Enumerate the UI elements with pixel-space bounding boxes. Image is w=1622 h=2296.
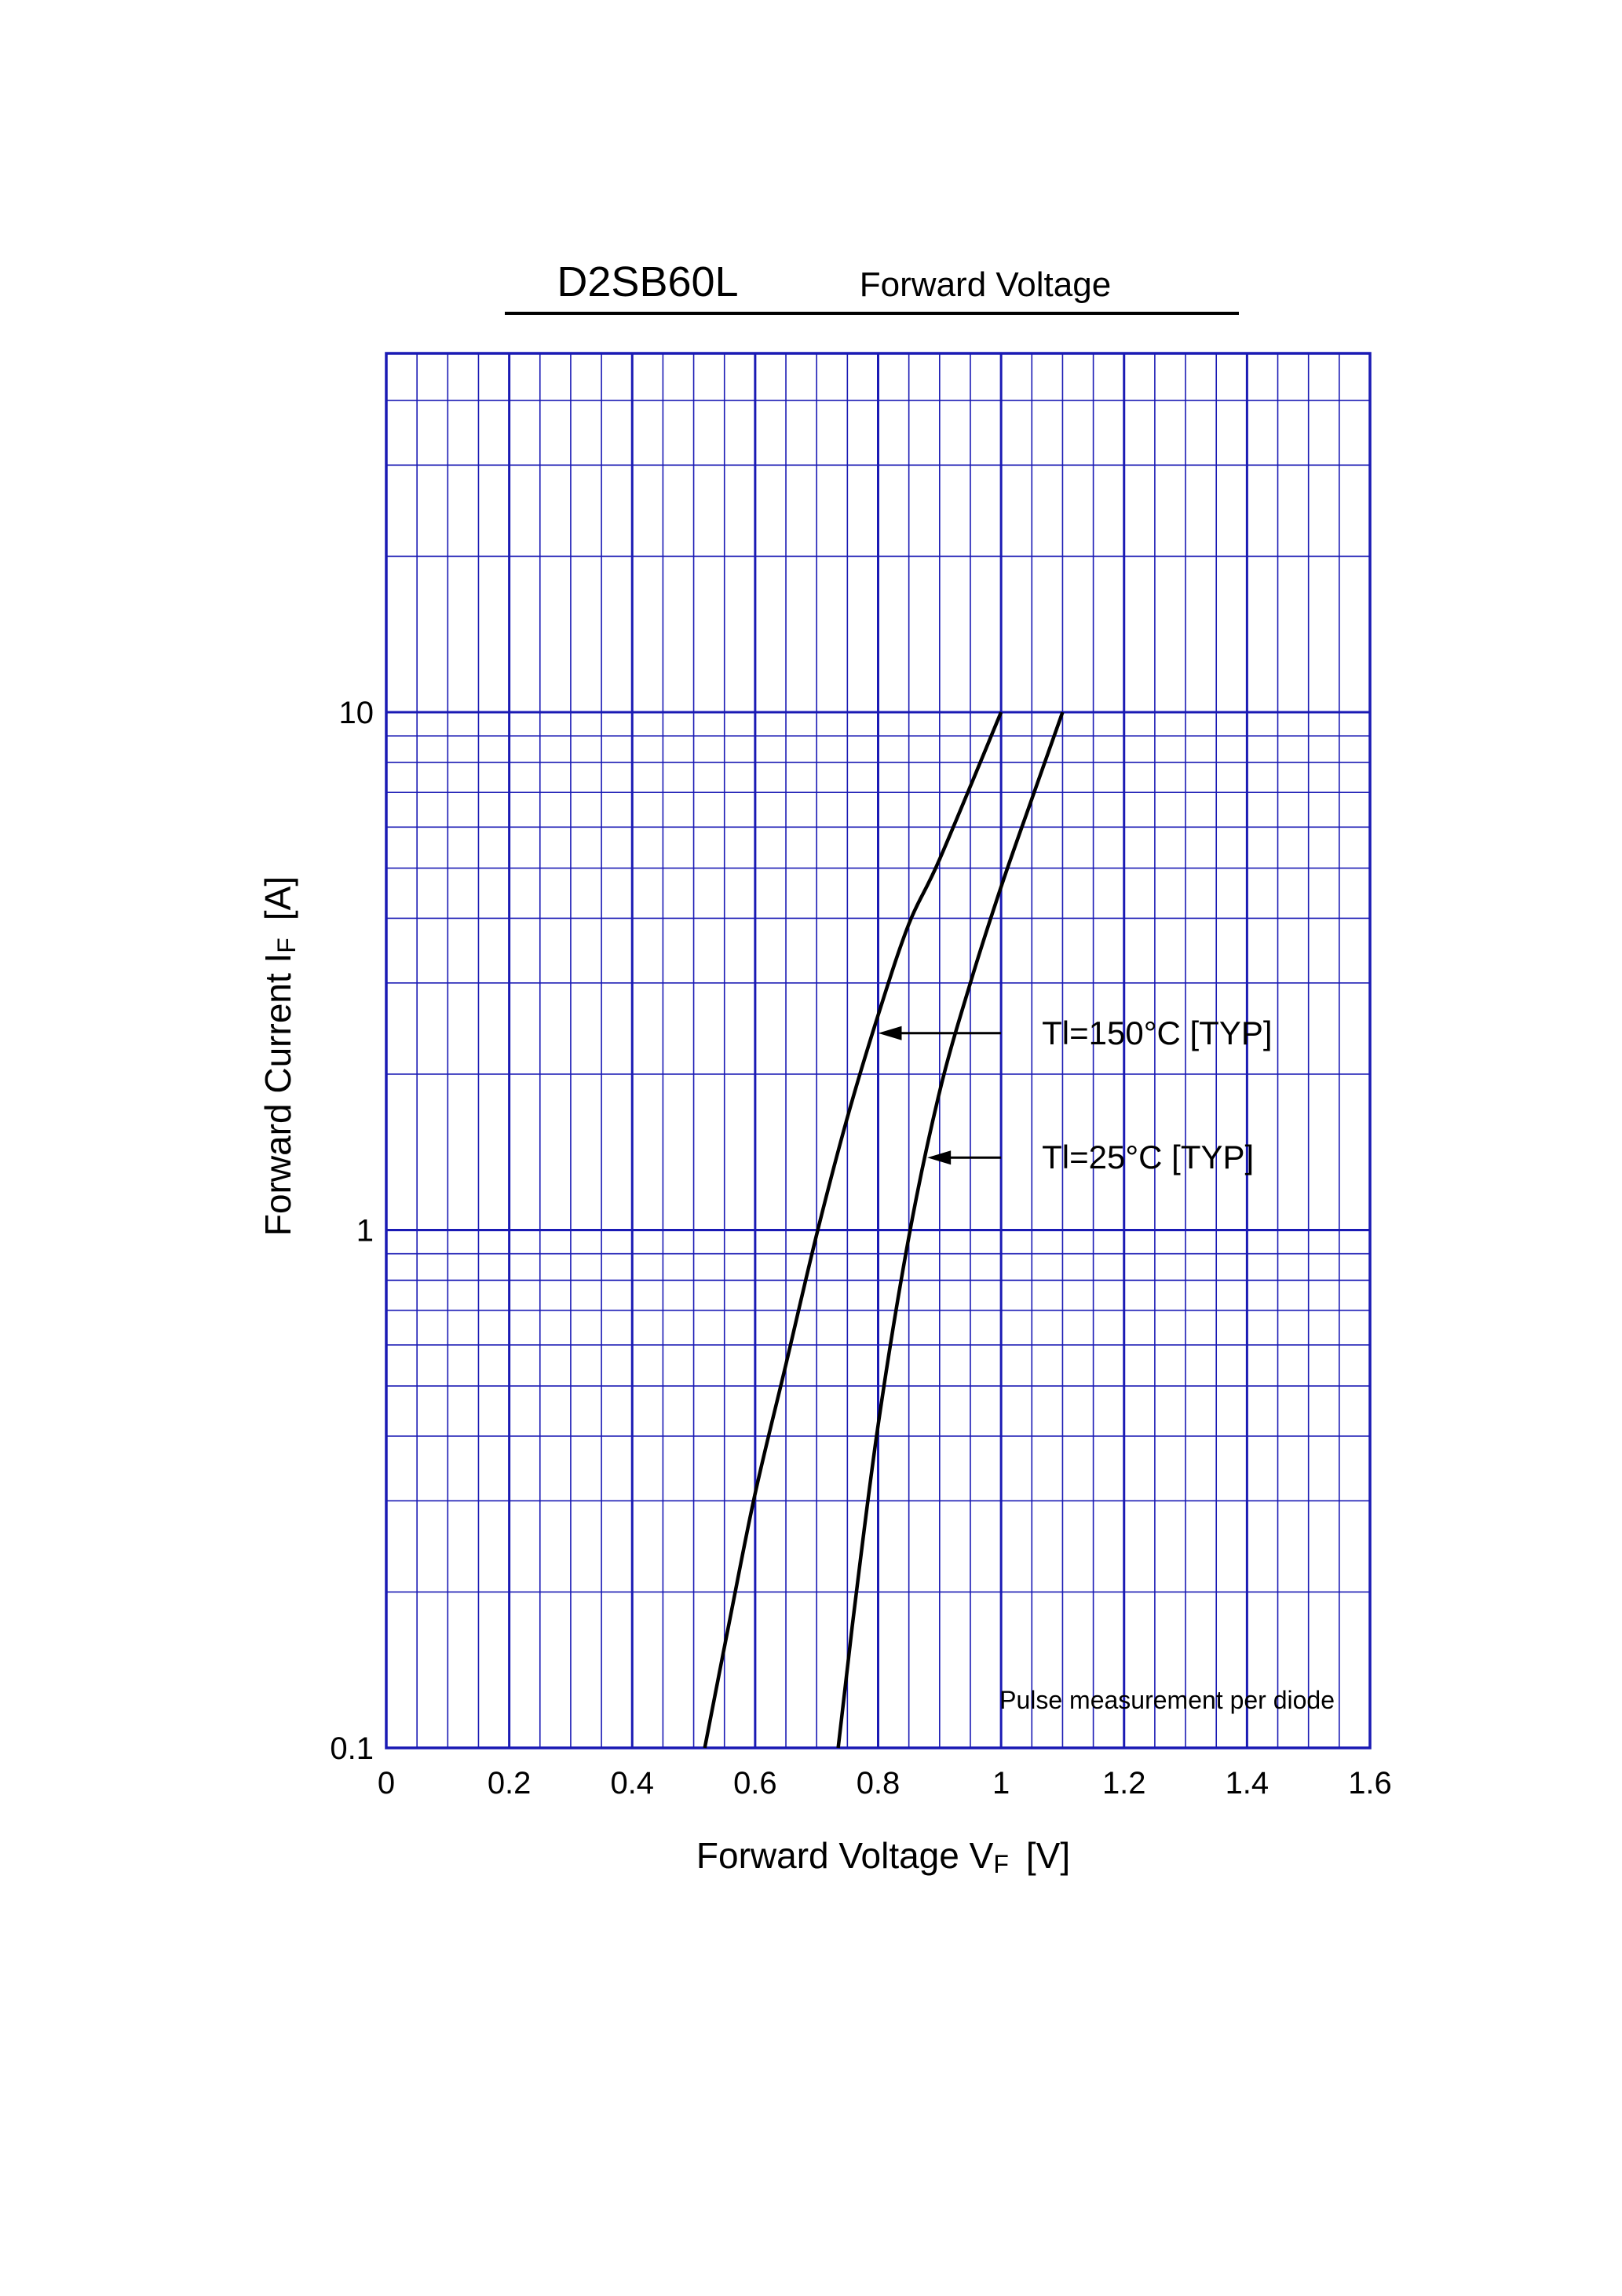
y-tick-label: 10 (339, 696, 374, 730)
part-number: D2SB60L (557, 258, 738, 305)
chart-title: Forward Voltage (860, 265, 1111, 304)
x-tick-label: 0.8 (857, 1766, 901, 1801)
y-axis-label-subscript: F (272, 938, 301, 953)
annotation-arrow-head (878, 1026, 902, 1040)
chart-header: D2SB60L Forward Voltage (505, 258, 1239, 315)
annotation-label-25c: Tl=25°C [TYP] (1042, 1139, 1254, 1175)
y-tick-labels: 0.1 1 10 (330, 696, 374, 1766)
x-tick-label: 1.4 (1226, 1766, 1269, 1801)
x-tick-label: 1 (992, 1766, 1010, 1801)
y-axis-label: Forward Current IF [A] (258, 876, 301, 1236)
y-axis-label-unit: [A] (258, 876, 298, 920)
measurement-note: Pulse measurement per diode (999, 1686, 1335, 1714)
x-tick-label: 0.6 (733, 1766, 777, 1801)
y-tick-label: 0.1 (330, 1731, 374, 1766)
y-tick-label: 1 (356, 1214, 374, 1249)
x-axis-label-main: Forward Voltage V (696, 1835, 994, 1876)
annotation-arrow-head (927, 1150, 952, 1165)
annotations: Tl=150°C [TYP] Tl=25°C [TYP] (878, 1015, 1273, 1175)
grid (385, 352, 1372, 1749)
x-tick-labels: 0 0.2 0.4 0.6 0.8 1 1.2 1.4 1.6 (378, 1766, 1392, 1801)
y-axis-label-main: Forward Current I (258, 953, 298, 1236)
x-tick-label: 1.6 (1348, 1766, 1392, 1801)
x-tick-label: 0.2 (488, 1766, 532, 1801)
curve-25c (836, 711, 1065, 1749)
x-tick-label: 0.4 (610, 1766, 654, 1801)
x-axis-label-subscript: F (993, 1850, 1009, 1878)
x-axis-label-unit: [V] (1026, 1835, 1070, 1876)
plot-frame (385, 352, 1372, 1749)
x-axis-label: Forward Voltage VF [V] (696, 1835, 1070, 1878)
data-series (703, 711, 1065, 1749)
annotation-label-150c: Tl=150°C [TYP] (1042, 1015, 1272, 1051)
curve-150c (703, 711, 1003, 1749)
x-tick-label: 1.2 (1102, 1766, 1146, 1801)
x-tick-label: 0 (378, 1766, 395, 1801)
